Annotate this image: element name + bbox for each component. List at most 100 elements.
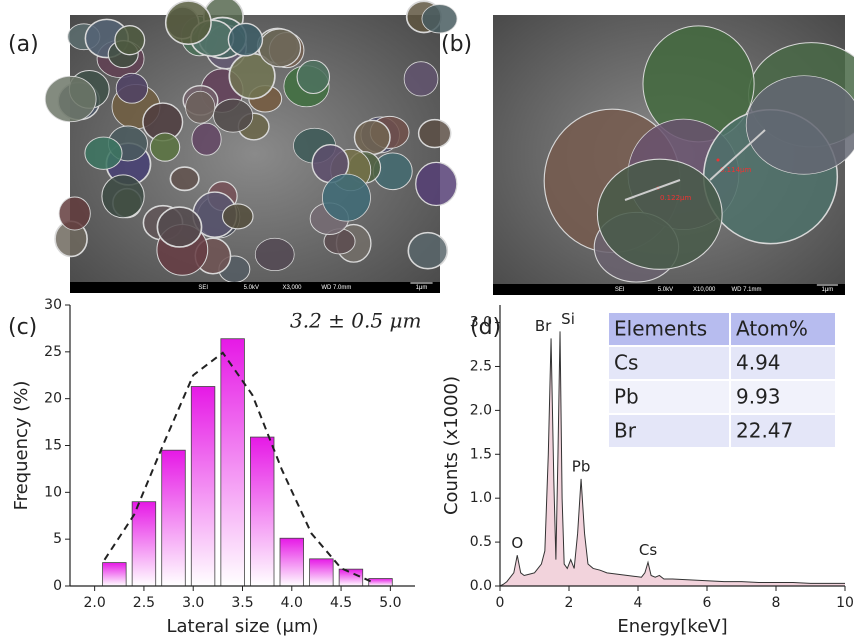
grain: [59, 197, 90, 230]
x-tick-label: 3.5: [231, 595, 253, 611]
grain: [192, 123, 221, 155]
x-tick-label: 8: [772, 595, 781, 611]
grain: [404, 62, 438, 96]
table-value: Cs: [614, 351, 638, 375]
y-tick-label: 1.0: [470, 490, 492, 506]
bar: [280, 538, 304, 586]
bar: [339, 569, 363, 586]
table-value: 9.93: [736, 385, 781, 409]
bar: [132, 502, 156, 586]
image-info: 5.0kV: [244, 285, 259, 291]
grain: [45, 76, 96, 121]
y-tick-label: 15: [44, 438, 62, 454]
bar: [221, 339, 245, 586]
grain: [408, 233, 447, 269]
image-info: X3,000: [282, 285, 302, 291]
x-axis-label: Lateral size (μm): [167, 616, 319, 637]
measurement: 0.122μm: [660, 194, 691, 202]
table-value: Br: [614, 419, 637, 443]
y-tick-label: 5: [53, 531, 62, 547]
y-tick-label: 20: [44, 391, 62, 407]
sem-image-a: SEI 5.0kV X3,000 WD 7.0mm 1μm: [45, 0, 457, 293]
image-info: WD 7.0mm: [321, 285, 351, 291]
grain: [213, 99, 252, 132]
x-tick-label: 4.0: [281, 595, 303, 611]
panel-label: (d): [470, 315, 501, 340]
grain: [419, 120, 451, 148]
x-tick-label: 0: [496, 595, 505, 611]
table-header: Atom%: [736, 317, 808, 341]
x-tick-label: 3.0: [182, 595, 204, 611]
grain: [746, 76, 854, 175]
x-tick-label: 4: [634, 595, 643, 611]
x-tick-label: 5.0: [379, 595, 401, 611]
image-info: WD 7.1mm: [731, 287, 761, 293]
grain: [115, 26, 145, 55]
bar: [162, 450, 186, 586]
grain: [157, 207, 201, 247]
x-tick-label: 10: [836, 595, 854, 611]
panel-label: (a): [8, 32, 39, 57]
x-tick-label: 2.5: [133, 595, 155, 611]
bar: [369, 579, 393, 586]
grain: [597, 159, 722, 269]
y-tick-label: 0: [53, 578, 62, 594]
grain: [422, 5, 457, 33]
y-axis-label: Frequency (%): [11, 381, 32, 511]
image-info: X10,000: [693, 287, 716, 293]
peak-label: O: [511, 534, 523, 552]
grain: [223, 204, 253, 229]
grain: [166, 1, 211, 44]
bar: [310, 559, 334, 586]
y-tick-label: 25: [44, 344, 62, 360]
grain: [416, 162, 457, 205]
y-axis-label: Counts (x1000): [441, 376, 462, 515]
table-header: Elements: [614, 317, 707, 341]
grain: [186, 91, 215, 123]
x-axis-label: Energy[keV]: [617, 616, 727, 637]
panel-label: (c): [8, 315, 37, 340]
bar: [191, 386, 215, 586]
y-tick-label: 2.0: [470, 402, 492, 418]
x-tick-label: 6: [703, 595, 712, 611]
image-info: 5.0kV: [658, 287, 673, 293]
table-value: Pb: [614, 385, 639, 409]
grain: [355, 120, 390, 154]
annotation: 3.2 ± 0.5 μm: [290, 309, 421, 333]
y-tick-label: 0.5: [470, 534, 492, 550]
table-value: 22.47: [736, 419, 793, 443]
measure-dot: [717, 159, 720, 162]
peak-label: Br: [535, 317, 552, 335]
image-info: SEI: [615, 287, 625, 293]
grain: [116, 73, 148, 103]
panel-label: (b): [441, 32, 472, 57]
sem-image-b: SEI 5.0kV X10,000 WD 7.1mm 1μm: [493, 15, 854, 295]
y-tick-label: 0.0: [470, 578, 492, 594]
peak-label: Cs: [639, 541, 657, 559]
grain: [85, 137, 122, 169]
grain: [170, 167, 198, 190]
grain: [255, 238, 294, 270]
peak-label: Pb: [572, 457, 591, 475]
image-info: 1μm: [822, 287, 834, 293]
x-tick-label: 2: [565, 595, 574, 611]
figure: SEI 5.0kV X3,000 WD 7.0mm 1μm SEI 5.0kV X10,00…: [0, 0, 854, 640]
grain: [259, 29, 300, 67]
y-tick-label: 1.5: [470, 446, 492, 462]
y-tick-label: 10: [44, 484, 62, 500]
grain: [102, 175, 144, 218]
bar: [250, 437, 274, 586]
x-tick-label: 2.0: [84, 595, 106, 611]
y-tick-label: 2.5: [470, 358, 492, 374]
image-info: SEI: [198, 285, 208, 291]
image-info: 1μm: [416, 285, 428, 291]
grain: [322, 174, 370, 221]
grain: [150, 133, 179, 161]
peak-label: Si: [561, 310, 575, 328]
grain: [228, 23, 262, 55]
x-tick-label: 4.5: [330, 595, 352, 611]
table-value: 4.94: [736, 351, 781, 375]
y-tick-label: 30: [44, 297, 62, 313]
bar: [103, 563, 127, 586]
grain: [297, 60, 329, 93]
